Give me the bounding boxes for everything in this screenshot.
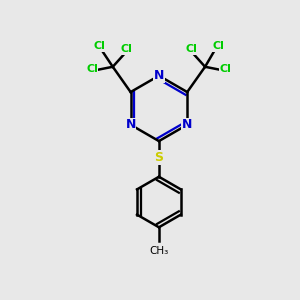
- Text: Cl: Cl: [94, 41, 105, 51]
- Text: Cl: Cl: [220, 64, 232, 74]
- Text: Cl: Cl: [86, 64, 98, 74]
- Text: N: N: [182, 118, 192, 131]
- Text: S: S: [154, 151, 164, 164]
- Text: CH₃: CH₃: [149, 246, 169, 256]
- Text: Cl: Cl: [120, 44, 132, 54]
- Text: Cl: Cl: [186, 44, 198, 54]
- Text: Cl: Cl: [212, 41, 224, 51]
- Text: N: N: [125, 118, 136, 131]
- Text: N: N: [154, 69, 164, 82]
